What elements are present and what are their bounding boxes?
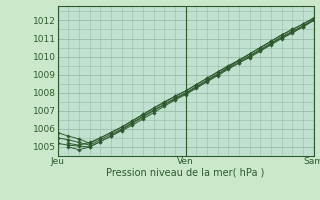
X-axis label: Pression niveau de la mer( hPa ): Pression niveau de la mer( hPa )	[107, 168, 265, 178]
